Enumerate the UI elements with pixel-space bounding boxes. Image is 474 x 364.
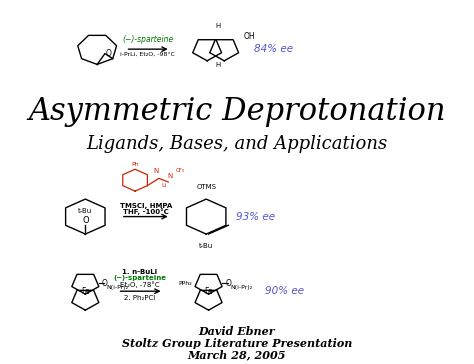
Text: March 28, 2005: March 28, 2005	[188, 350, 286, 361]
Text: t-Bu: t-Bu	[199, 243, 213, 249]
Text: Stoltz Group Literature Presentation: Stoltz Group Literature Presentation	[122, 338, 352, 349]
Text: THF, -100°C: THF, -100°C	[123, 208, 169, 215]
Text: (−)-sparteine: (−)-sparteine	[113, 276, 166, 281]
Text: 90% ee: 90% ee	[265, 286, 305, 296]
Text: Li: Li	[161, 183, 166, 188]
Text: O: O	[82, 217, 89, 225]
Text: H: H	[215, 62, 221, 68]
Text: David Ebner: David Ebner	[199, 327, 275, 337]
Text: TMSCl, HMPA: TMSCl, HMPA	[120, 203, 172, 209]
Text: 84% ee: 84% ee	[254, 44, 293, 54]
Text: t-Bu: t-Bu	[78, 208, 92, 214]
Text: O: O	[106, 49, 112, 58]
Text: 2. Ph₂PCl: 2. Ph₂PCl	[124, 295, 155, 301]
Text: O: O	[102, 279, 108, 288]
Text: 1. n-BuLi: 1. n-BuLi	[122, 269, 157, 275]
Text: PPh₂: PPh₂	[178, 281, 192, 286]
Text: (−)-sparteine: (−)-sparteine	[122, 35, 173, 44]
Text: Fe: Fe	[204, 287, 213, 296]
Text: OTMS: OTMS	[196, 185, 216, 190]
Text: Ligands, Bases, and Applications: Ligands, Bases, and Applications	[86, 135, 388, 153]
Text: Et₂O, -78°C: Et₂O, -78°C	[120, 281, 160, 288]
Text: Asymmetric Deprotonation: Asymmetric Deprotonation	[28, 95, 446, 127]
Text: N: N	[167, 173, 173, 179]
Text: i-PrLi, Et₂O, -98°C: i-PrLi, Et₂O, -98°C	[120, 52, 175, 57]
Text: N: N	[154, 168, 159, 174]
Text: 93% ee: 93% ee	[236, 211, 275, 222]
Text: Ph: Ph	[131, 162, 139, 167]
Text: H: H	[215, 23, 221, 29]
Text: OH: OH	[243, 32, 255, 41]
Text: Fe: Fe	[81, 287, 90, 296]
Text: O: O	[225, 279, 231, 288]
Text: N(i-Pr)₂: N(i-Pr)₂	[107, 285, 129, 290]
Text: N(i-Pr)₂: N(i-Pr)₂	[230, 285, 252, 290]
Text: CF₃: CF₃	[175, 168, 184, 173]
